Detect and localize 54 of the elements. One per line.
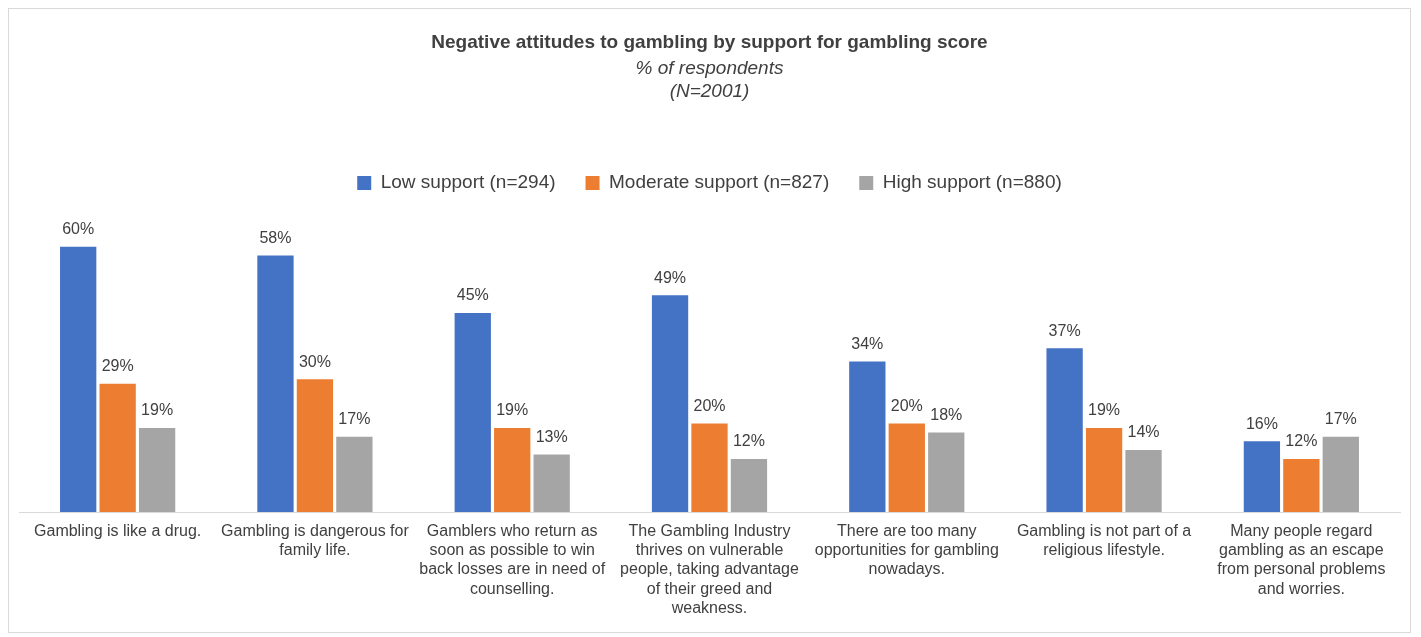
bar: [651, 295, 689, 512]
bar: [99, 383, 136, 512]
x-tick-label: Gambling is like a drug.: [34, 522, 202, 540]
data-label: 16%: [1245, 414, 1278, 432]
bar: [494, 427, 531, 512]
data-label: 19%: [141, 401, 174, 419]
data-label: 17%: [338, 410, 371, 428]
data-label: 12%: [1285, 432, 1318, 450]
bar: [1046, 348, 1083, 512]
x-tick-label: Gambling is dangerous for family life.: [221, 522, 410, 559]
data-label: 19%: [1088, 401, 1121, 419]
data-label: 20%: [890, 396, 923, 414]
data-label: 18%: [930, 405, 963, 423]
legend-label: High support (n=880): [882, 171, 1062, 193]
chart-title: Negative attitudes to gambling by support for gambling score: [431, 30, 988, 52]
bar: [730, 458, 768, 512]
x-tick-label: Many people regard gambling as an escape from personal problems and worries.: [1217, 522, 1386, 597]
data-label: 17%: [1324, 410, 1357, 428]
bar: [138, 427, 176, 512]
bar: [454, 312, 491, 512]
data-label: 20%: [693, 396, 726, 414]
bar: [849, 361, 886, 512]
x-tick-label: Gamblers who return as soon as possible to win back losses are in need of counselling.: [419, 522, 606, 597]
bar: [1322, 436, 1359, 512]
bar: [296, 379, 334, 512]
data-label: 45%: [456, 286, 489, 304]
data-label: 19%: [496, 401, 529, 419]
data-label: 30%: [298, 352, 331, 370]
data-label: 29%: [101, 357, 134, 375]
data-label: 12%: [732, 432, 765, 450]
data-label: 58%: [259, 228, 292, 246]
legend-label: Low support (n=294): [380, 171, 556, 193]
bar: [1085, 427, 1123, 512]
bar: [691, 423, 728, 512]
data-label: 13%: [535, 427, 568, 445]
bar: [928, 432, 965, 512]
chart-subtitle: % of respondents (N=2001): [635, 57, 784, 102]
bar: [336, 436, 373, 512]
data-label: 14%: [1127, 423, 1160, 441]
bar: [533, 454, 570, 512]
legend-label: Moderate support (n=827): [609, 171, 830, 193]
bar: [1125, 450, 1162, 512]
bar: [1283, 458, 1320, 512]
bar: [1243, 441, 1281, 512]
x-tick-label: There are too many opportunities for gambling nowadays.: [814, 522, 999, 578]
data-label: 60%: [62, 220, 95, 238]
data-label: 49%: [654, 268, 687, 286]
bar: [888, 423, 925, 512]
data-label: 34%: [851, 335, 884, 353]
data-label: 37%: [1048, 321, 1081, 339]
bar: [60, 246, 97, 512]
x-tick-label: Gambling is not part of a religious lifestyle.: [1016, 522, 1192, 559]
x-tick-label: The Gambling Industry thrives on vulnerable people, taking advantage of their greed and weakness.: [620, 522, 800, 616]
bar: [257, 255, 294, 512]
